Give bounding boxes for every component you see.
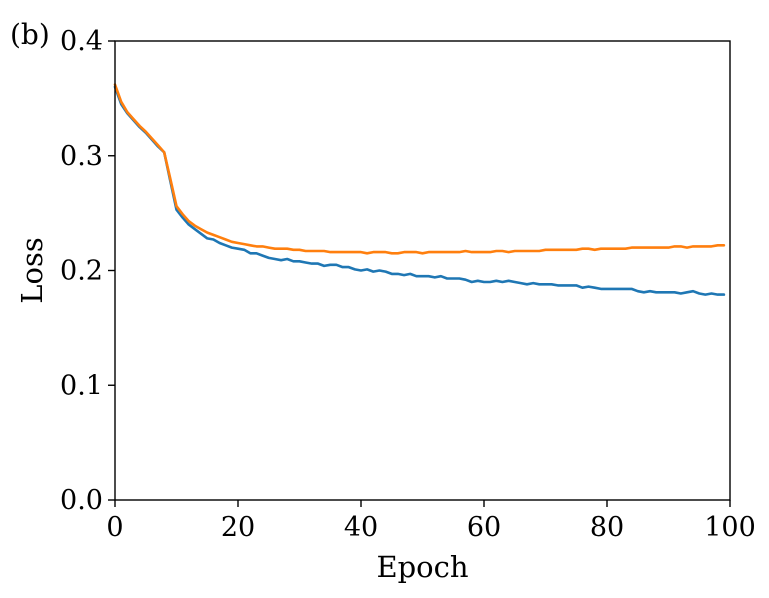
- x-tick-label: 60: [467, 512, 501, 543]
- y-axis-title: Loss: [15, 237, 49, 303]
- panel-label: (b): [10, 18, 50, 51]
- x-tick-label: 100: [704, 512, 756, 543]
- series-line-blue: [113, 85, 726, 296]
- y-tick-label: 0.3: [60, 141, 103, 172]
- y-tick-label: 0.4: [60, 26, 103, 57]
- y-tick-label: 0.2: [60, 256, 103, 287]
- y-tick-label: 0.0: [60, 485, 103, 516]
- x-tick-label: 80: [590, 512, 624, 543]
- series-line-orange: [113, 83, 726, 255]
- x-tick-label: 0: [106, 512, 123, 543]
- x-tick-label: 40: [344, 512, 378, 543]
- y-axis: 0.0 0.1 0.2 0.3 0.4: [60, 26, 115, 516]
- plot-frame: [114, 40, 731, 501]
- x-tick-label: 20: [221, 512, 255, 543]
- x-axis: 0 20 40 60 80 100: [106, 500, 756, 543]
- x-axis-title: Epoch: [376, 550, 468, 584]
- y-tick-label: 0.1: [60, 370, 103, 401]
- series-layer: [113, 83, 726, 296]
